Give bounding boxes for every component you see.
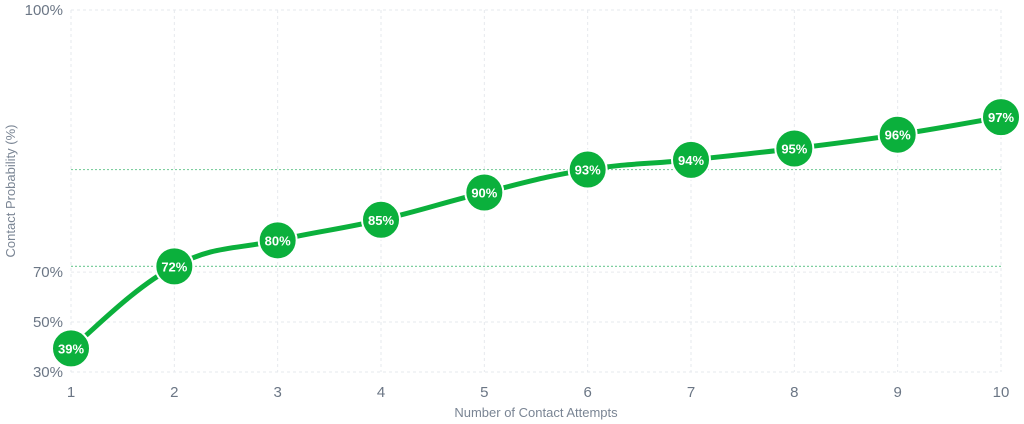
data-point-marker	[51, 328, 91, 369]
data-point: 80%	[257, 220, 298, 261]
data-point-marker	[877, 114, 918, 155]
data-label: 96%	[885, 128, 911, 143]
x-axis-title: Number of Contact Attempts	[454, 405, 618, 420]
data-point: 96%	[877, 114, 918, 155]
data-points: 39% 72% 80% 85% 90% 93% 94% 95% 96% 97%	[51, 97, 1021, 369]
data-point: 85%	[361, 199, 401, 240]
x-tick-label: 6	[583, 384, 591, 401]
x-tick-label: 2	[170, 384, 178, 401]
y-tick-label: 70%	[33, 264, 63, 281]
data-point: 39%	[51, 328, 91, 369]
x-tick-label: 8	[790, 384, 798, 401]
data-label: 85%	[368, 213, 394, 228]
data-label: 93%	[575, 163, 601, 178]
data-label: 80%	[265, 233, 291, 248]
data-point-marker	[154, 246, 195, 287]
reference-lines	[71, 168, 1001, 267]
data-label: 94%	[678, 153, 704, 168]
y-tick-label: 100%	[25, 2, 63, 19]
data-label: 90%	[471, 186, 497, 201]
data-point-marker	[981, 97, 1021, 138]
y-tick-label: 30%	[33, 364, 63, 381]
y-tick-label: 50%	[33, 314, 63, 331]
data-point: 72%	[154, 246, 195, 287]
series-line	[68, 114, 1004, 351]
x-axis-ticks: 1 2 3 4 5 6 7 8 9 10	[67, 384, 1010, 401]
x-tick-label: 7	[687, 384, 695, 401]
data-point: 95%	[774, 128, 815, 169]
data-point-marker	[257, 220, 298, 261]
x-tick-label: 1	[67, 384, 75, 401]
x-tick-label: 9	[893, 384, 901, 401]
y-axis-ticks: 30% 50% 70% 100%	[25, 2, 63, 381]
x-tick-label: 3	[273, 384, 281, 401]
data-label: 97%	[988, 110, 1014, 125]
data-point: 93%	[567, 149, 608, 190]
y-axis-title: Contact Probability (%)	[3, 125, 18, 258]
grid	[70, 9, 1002, 373]
data-label: 95%	[781, 141, 807, 156]
data-point-marker	[671, 139, 711, 180]
data-point-marker	[464, 172, 505, 213]
data-point-marker	[774, 128, 815, 169]
x-tick-label: 10	[993, 384, 1010, 401]
data-label: 72%	[161, 259, 187, 274]
x-tick-label: 5	[480, 384, 488, 401]
data-point: 94%	[671, 139, 711, 180]
data-point-marker	[567, 149, 608, 190]
data-point: 97%	[981, 97, 1021, 138]
data-point-marker	[361, 199, 401, 240]
x-tick-label: 4	[377, 384, 385, 401]
data-label: 39%	[58, 341, 84, 356]
data-point: 90%	[464, 172, 505, 213]
